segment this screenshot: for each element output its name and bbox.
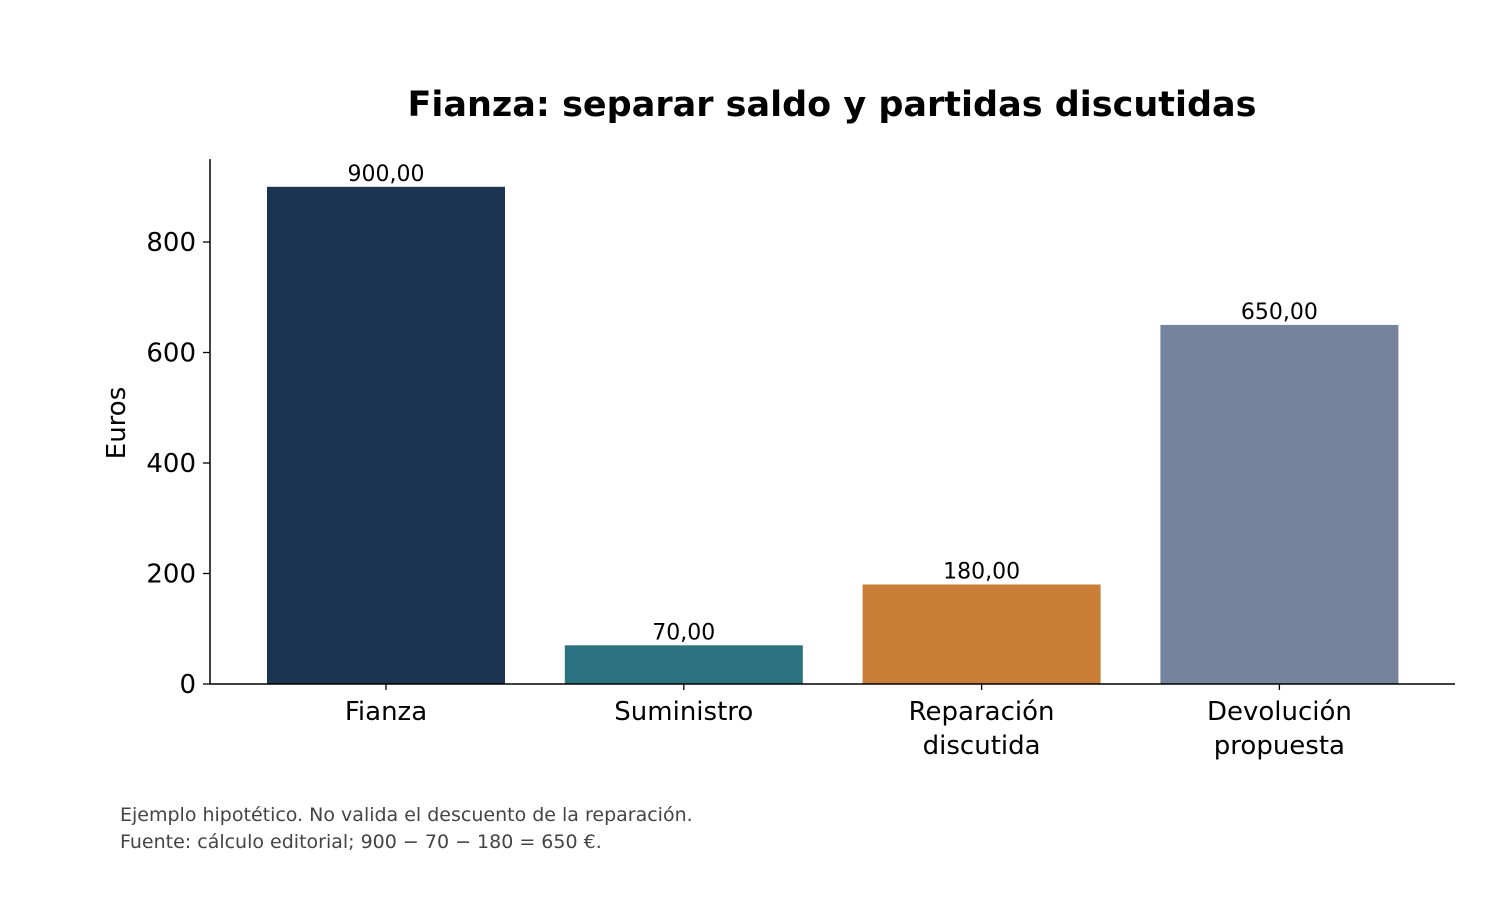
value-label: 70,00 (652, 620, 715, 645)
y-tick-label: 800 (146, 228, 196, 258)
x-tick-label: discutida (923, 731, 1041, 761)
x-tick-label: Devolución (1207, 697, 1352, 727)
x-tick-label: Suministro (614, 697, 753, 727)
bar (267, 186, 505, 685)
value-label: 900,00 (348, 162, 425, 187)
bar (564, 645, 803, 684)
y-axis-label: Euros (102, 387, 132, 459)
value-label: 180,00 (943, 560, 1020, 585)
bar (862, 584, 1101, 684)
y-tick-label: 200 (146, 560, 196, 590)
x-tick-label: Reparación (909, 697, 1055, 727)
x-tick-label: Fianza (345, 697, 427, 727)
y-tick-label: 0 (179, 670, 196, 700)
chart-title: Fianza: separar saldo y partidas discuti… (407, 85, 1256, 125)
source-text: Fuente: cálculo editorial; 900 − 70 − 18… (120, 831, 602, 853)
x-tick-label: propuesta (1214, 731, 1345, 761)
plot-area: 900,00 Fianza 70,00 Suministro 180,00 Reparac… (146, 159, 1455, 761)
value-label: 650,00 (1241, 300, 1318, 325)
y-tick-label: 400 (146, 449, 196, 479)
bar (1160, 324, 1399, 684)
y-tick-label: 600 (146, 339, 196, 369)
footnote-text: Ejemplo hipotético. No valida el descuen… (120, 804, 693, 826)
